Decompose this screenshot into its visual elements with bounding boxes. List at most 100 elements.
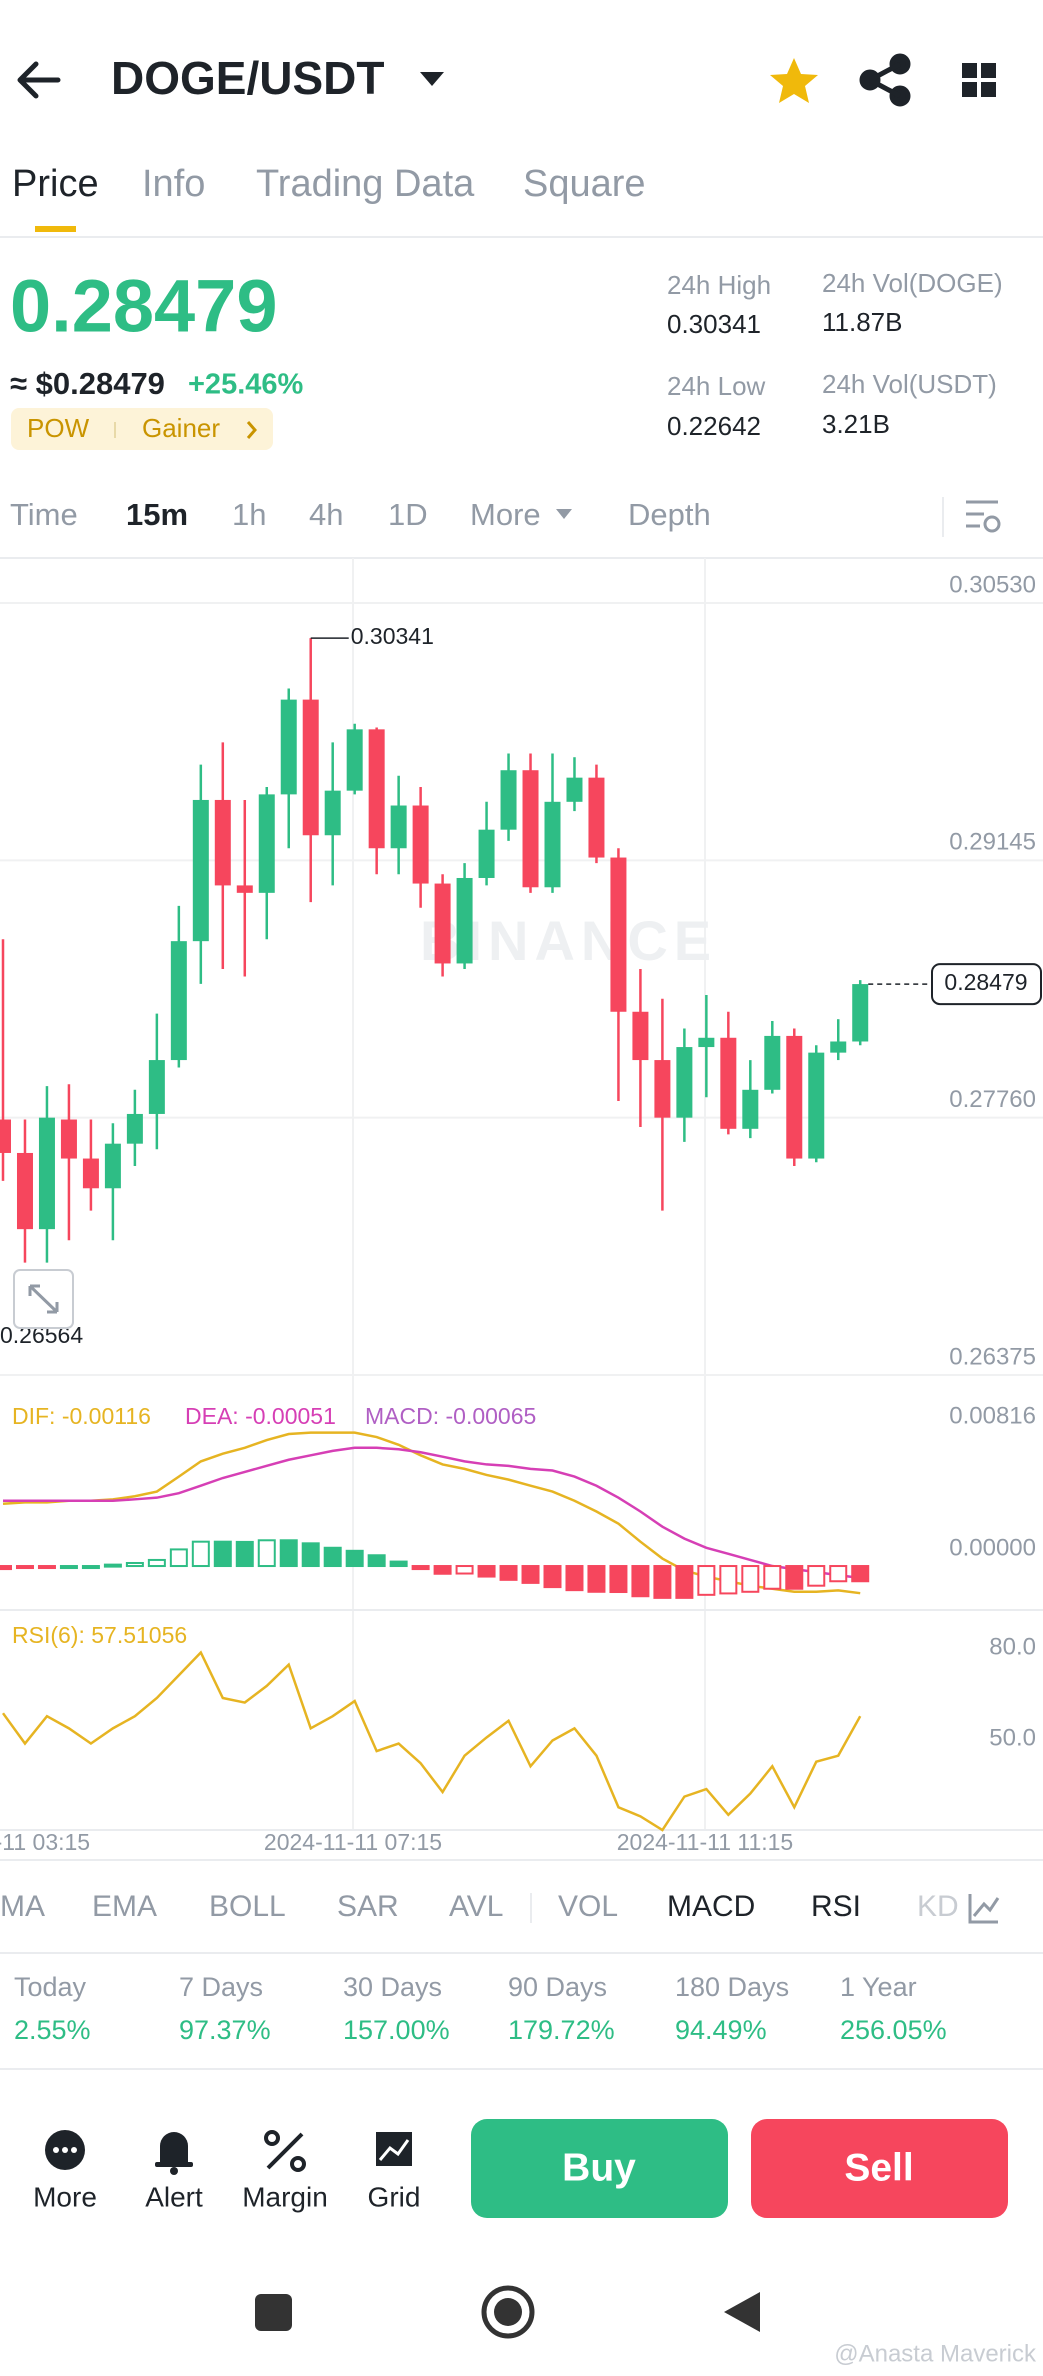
- candle-body: [104, 1143, 121, 1189]
- back-button[interactable]: [17, 61, 61, 99]
- interval[interactable]: 1h: [232, 497, 266, 532]
- interval[interactable]: Time: [10, 497, 78, 532]
- stat-label: 24h Low: [667, 371, 766, 401]
- interval[interactable]: 15m: [126, 497, 188, 532]
- share-button[interactable]: [859, 53, 911, 107]
- grid-icon[interactable]: [376, 2132, 412, 2166]
- more-icon[interactable]: [45, 2130, 85, 2170]
- indicator[interactable]: EMA: [92, 1890, 157, 1923]
- macd-bar: [433, 1565, 452, 1575]
- macd-bar: [59, 1565, 78, 1570]
- indicator[interactable]: KD: [917, 1890, 959, 1923]
- interval[interactable]: Depth: [628, 497, 711, 532]
- nav-recents[interactable]: [255, 2294, 292, 2331]
- macd-bar: [851, 1565, 870, 1583]
- interval[interactable]: More: [470, 497, 541, 532]
- macd-line: [3, 1446, 861, 1580]
- macd-bar: [631, 1565, 650, 1598]
- last-price-label: 0.28479: [944, 969, 1027, 995]
- period-value: 94.49%: [675, 2015, 767, 2045]
- macd-bar: [367, 1554, 386, 1568]
- chart-settings[interactable]: [966, 500, 1001, 533]
- tab[interactable]: Trading Data: [256, 163, 475, 205]
- candle-body: [324, 790, 341, 836]
- period-label: 90 Days: [508, 1972, 607, 2002]
- indicator[interactable]: BOLL: [209, 1890, 286, 1923]
- sell-button[interactable]: [751, 2119, 1008, 2218]
- chart-layer: 0.305300.291450.277600.26375BINANCE0.303…: [0, 558, 1043, 1855]
- action-label[interactable]: More: [33, 2181, 97, 2212]
- candle-body: [566, 777, 583, 802]
- tag-badge[interactable]: [11, 408, 273, 450]
- indicator[interactable]: RSI: [811, 1890, 861, 1923]
- last-price: 0.28479: [10, 265, 278, 348]
- candle-body: [522, 770, 539, 888]
- macd-bar: [411, 1565, 430, 1571]
- candle-body: [698, 1037, 715, 1048]
- grid-menu[interactable]: [962, 63, 996, 97]
- candle-body: [60, 1119, 77, 1159]
- interval[interactable]: 1D: [388, 497, 428, 532]
- candle-body: [280, 699, 297, 795]
- stat-label: 24h High: [667, 270, 771, 300]
- nav-home[interactable]: [481, 2285, 535, 2339]
- candle-body: [478, 829, 495, 878]
- action-label[interactable]: Alert: [145, 2181, 203, 2212]
- sell-label[interactable]: Sell: [844, 2146, 913, 2189]
- indicator[interactable]: AVL: [449, 1890, 503, 1923]
- period-label: 1 Year: [840, 1972, 917, 2002]
- macd-bar: [37, 1565, 56, 1570]
- stat-value: 0.22642: [667, 411, 761, 441]
- indicator-settings[interactable]: [968, 1894, 1000, 1924]
- tab-indicator: [35, 226, 76, 232]
- nav-back[interactable]: [724, 2292, 760, 2332]
- period-value: 179.72%: [508, 2015, 615, 2045]
- tab[interactable]: Price: [12, 163, 99, 205]
- period-value: 157.00%: [343, 2015, 450, 2045]
- macd-bar: [499, 1565, 518, 1581]
- macd-bar: [653, 1565, 672, 1599]
- macd-bar: [191, 1540, 210, 1568]
- margin-icon[interactable]: [264, 2130, 306, 2172]
- candle-body: [82, 1158, 99, 1189]
- macd-bar: [741, 1565, 760, 1593]
- indicator[interactable]: MA: [0, 1890, 45, 1923]
- expand-button[interactable]: [13, 1269, 74, 1329]
- tab[interactable]: Square: [523, 163, 646, 205]
- indicator[interactable]: VOL: [558, 1890, 618, 1923]
- rsi-line: [1, 1650, 862, 1832]
- candle-body: [302, 699, 319, 836]
- macd-bar: [389, 1560, 408, 1568]
- period-label: 180 Days: [675, 1972, 789, 2002]
- favorite-star[interactable]: [770, 58, 818, 103]
- pair-dropdown[interactable]: [420, 72, 444, 86]
- candle-body: [786, 1035, 803, 1159]
- buy-button[interactable]: [471, 2119, 728, 2218]
- candle-body: [258, 794, 275, 893]
- alert-icon[interactable]: [155, 2132, 193, 2175]
- buy-label[interactable]: Buy: [562, 2146, 636, 2189]
- candle-body: [0, 1119, 11, 1153]
- legend-label: MACD: -0.00065: [365, 1403, 536, 1429]
- macd-bar: [147, 1558, 166, 1568]
- indicator[interactable]: MACD: [667, 1890, 755, 1923]
- macd-bar: [81, 1565, 100, 1570]
- macd-line: [2, 1431, 861, 1595]
- macd-bar: [125, 1561, 144, 1568]
- macd-bar: [213, 1540, 232, 1568]
- candle-body: [676, 1047, 693, 1118]
- macd-bar: [697, 1565, 716, 1596]
- action-label[interactable]: Grid: [368, 2181, 421, 2212]
- indicator[interactable]: SAR: [337, 1890, 399, 1923]
- action-label[interactable]: Margin: [242, 2181, 328, 2212]
- tag: POW: [27, 413, 90, 443]
- candle-body: [16, 1152, 33, 1230]
- pair-title[interactable]: DOGE/USDT: [111, 52, 384, 104]
- macd-bar: [807, 1565, 826, 1587]
- macd-bar: [15, 1565, 34, 1570]
- candle-body: [544, 801, 561, 888]
- interval[interactable]: 4h: [309, 497, 343, 532]
- tab[interactable]: Info: [142, 163, 205, 205]
- candle-body: [38, 1117, 55, 1230]
